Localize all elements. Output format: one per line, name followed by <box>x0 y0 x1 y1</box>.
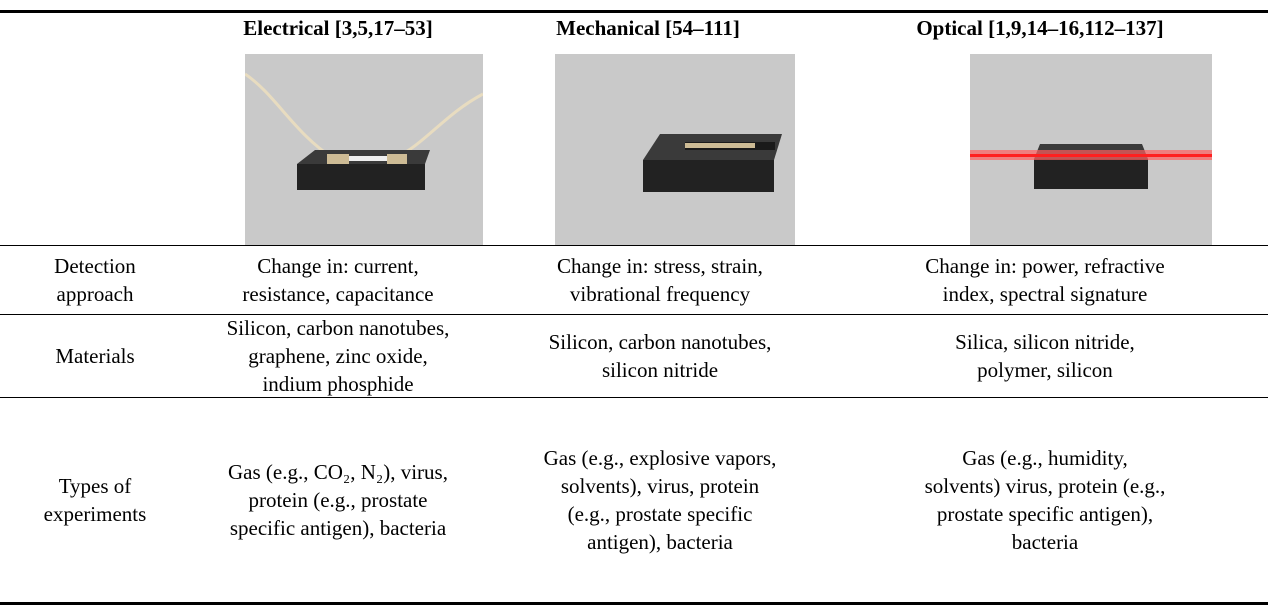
row-label-line: experiments <box>44 500 147 528</box>
table-cell-line: index, spectral signature <box>943 280 1148 308</box>
row-rule <box>0 245 1268 246</box>
table-cell: Silicon, carbon nanotubes,silicon nitrid… <box>495 315 825 396</box>
table-cell-line: Gas (e.g., humidity, <box>962 444 1127 472</box>
row-label-line: approach <box>57 280 134 308</box>
table-cell-line: prostate specific antigen), <box>937 500 1153 528</box>
table-cell-line: graphene, zinc oxide, <box>248 342 428 370</box>
table-cell: Gas (e.g., CO₂, N₂), virus,protein (e.g.… <box>173 398 503 601</box>
table-cell-line: Change in: stress, strain, <box>557 252 763 280</box>
top-rule <box>0 10 1268 13</box>
table-cell: Silicon, carbon nanotubes,graphene, zinc… <box>173 315 503 396</box>
electrical-sensor-image <box>245 54 483 245</box>
table-cell-line: Change in: current, <box>257 252 419 280</box>
table-cell: Gas (e.g., explosive vapors,solvents), v… <box>495 398 825 601</box>
table-cell-line: solvents) virus, protein (e.g., <box>925 472 1166 500</box>
table-cell-line: Gas (e.g., CO₂, N₂), virus, <box>228 458 448 486</box>
table-cell-line: Silicon, carbon nanotubes, <box>549 328 772 356</box>
table-cell-line: Gas (e.g., explosive vapors, <box>544 444 777 472</box>
table-cell-line: silicon nitride <box>602 356 718 384</box>
row-label-line: Types of <box>59 472 132 500</box>
row-label-line: Detection <box>54 252 136 280</box>
table-cell: Change in: current,resistance, capacitan… <box>173 247 503 313</box>
mechanical-sensor-image <box>555 54 795 245</box>
table-cell-line: polymer, silicon <box>977 356 1113 384</box>
table-cell-line: resistance, capacitance <box>242 280 433 308</box>
table-cell-line: vibrational frequency <box>570 280 750 308</box>
table-cell-line: Silica, silicon nitride, <box>955 328 1135 356</box>
column-header: Mechanical [54–111] <box>418 16 878 41</box>
optical-sensor-image <box>970 54 1212 245</box>
table-cell: Silica, silicon nitride,polymer, silicon <box>880 315 1210 396</box>
table-cell: Gas (e.g., humidity,solvents) virus, pro… <box>880 398 1210 601</box>
table-cell-line: antigen), bacteria <box>587 528 733 556</box>
table-figure: Electrical [3,5,17–53]Mechanical [54–111… <box>0 0 1268 608</box>
bottom-rule <box>0 602 1268 605</box>
table-cell-line: (e.g., prostate specific <box>568 500 753 528</box>
table-cell: Change in: stress, strain,vibrational fr… <box>495 247 825 313</box>
column-header: Optical [1,9,14–16,112–137] <box>810 16 1268 41</box>
table-cell-line: protein (e.g., prostate <box>248 486 427 514</box>
table-cell-line: Silicon, carbon nanotubes, <box>227 314 450 342</box>
table-cell-line: specific antigen), bacteria <box>230 514 446 542</box>
table-cell-line: indium phosphide <box>262 370 413 398</box>
row-label-line: Materials <box>55 342 134 370</box>
table-cell-line: solvents), virus, protein <box>561 472 759 500</box>
table-cell-line: Change in: power, refractive <box>925 252 1164 280</box>
table-cell-line: bacteria <box>1012 528 1078 556</box>
